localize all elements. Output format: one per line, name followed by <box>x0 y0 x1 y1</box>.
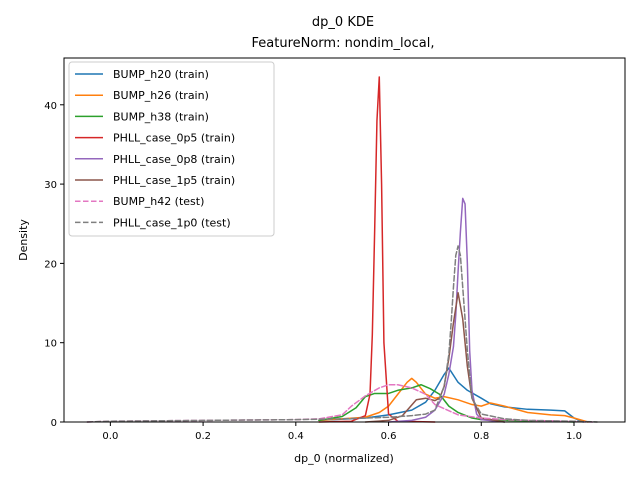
legend-label-2: BUMP_h26 (train) <box>113 89 209 102</box>
series-line-4 <box>318 76 436 423</box>
legend-box <box>68 61 275 237</box>
y-tick-label: 30 <box>44 180 57 191</box>
y-axis: 0 10 20 30 40 <box>44 101 64 429</box>
legend-label-7: BUMP_h42 (test) <box>113 195 204 208</box>
x-tick-label: 0.2 <box>195 431 211 442</box>
y-tick-label: 0 <box>51 418 57 429</box>
legend-label-3: BUMP_h38 (train) <box>113 110 209 123</box>
y-tick-label: 40 <box>44 101 57 112</box>
x-tick-label: 0.0 <box>102 431 118 442</box>
legend-label-6: PHLL_case_1p5 (train) <box>113 174 235 187</box>
y-axis-label: Density <box>17 219 30 261</box>
x-tick-label: 0.8 <box>473 431 489 442</box>
series-line-2 <box>318 377 589 423</box>
series-line-1 <box>318 367 585 423</box>
x-tick-label: 0.4 <box>288 431 304 442</box>
plot-lines <box>86 76 598 423</box>
x-tick-label: 1.0 <box>566 431 582 442</box>
chart-subtitle: FeatureNorm: nondim_local, <box>252 36 435 51</box>
plot-area-frame <box>63 57 626 423</box>
legend-label-1: BUMP_h20 (train) <box>113 68 209 81</box>
chart-title: dp_0 KDE <box>312 15 374 30</box>
x-axis-label: dp_0 (normalized) <box>294 452 394 465</box>
x-tick-label: 0.6 <box>381 431 397 442</box>
y-tick-label: 20 <box>44 259 57 270</box>
legend: BUMP_h20 (train) BUMP_h26 (train) BUMP_h38… <box>68 61 275 237</box>
legend-label-8: PHLL_case_1p0 (test) <box>113 216 231 229</box>
legend-label-5: PHLL_case_0p8 (train) <box>113 153 235 166</box>
series-line-8 <box>86 245 598 423</box>
x-axis: 0.0 0.2 0.4 0.6 0.8 1.0 <box>102 422 582 442</box>
y-tick-label: 10 <box>44 339 57 350</box>
legend-label-4: PHLL_case_0p5 (train) <box>113 132 235 145</box>
